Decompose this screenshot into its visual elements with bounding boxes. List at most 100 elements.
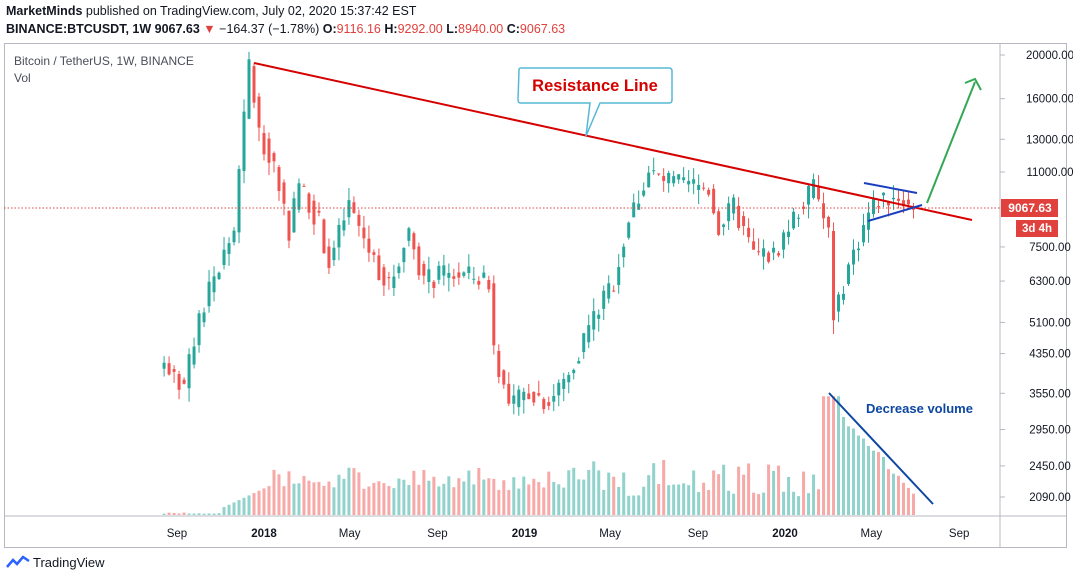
publish-info: published on TradingView.com, July 02, 2… xyxy=(85,4,417,18)
price-tick-label: 16000.00 xyxy=(1026,94,1073,106)
candlestick xyxy=(307,192,311,220)
volume-bar xyxy=(427,480,431,515)
candlestick xyxy=(717,209,721,237)
price-tick-label: 5100.00 xyxy=(1029,317,1071,329)
volume-bar xyxy=(567,470,571,515)
candlesticks xyxy=(162,51,915,416)
candlestick xyxy=(322,218,326,254)
candlestick xyxy=(417,242,421,281)
volume-bar xyxy=(397,478,401,515)
resistance-line[interactable] xyxy=(253,62,973,221)
candlestick xyxy=(597,309,601,332)
volume-bar xyxy=(582,479,586,515)
volume-bar xyxy=(787,476,791,515)
price-tick-label: 3550.00 xyxy=(1029,388,1071,400)
volume-bar xyxy=(287,471,291,515)
volume-bar xyxy=(447,476,451,515)
volume-bar xyxy=(871,450,875,515)
volume-bars xyxy=(162,396,915,515)
candlestick xyxy=(827,215,831,238)
volume-bar xyxy=(347,467,351,515)
volume-bar xyxy=(217,513,221,515)
price-tick-label: 2090.00 xyxy=(1029,492,1071,504)
countdown-badge-bg xyxy=(1016,220,1058,237)
candlestick xyxy=(392,264,396,296)
volume-bar xyxy=(362,488,366,515)
candlestick xyxy=(227,237,231,266)
candlestick xyxy=(427,256,431,294)
candlestick xyxy=(302,183,306,187)
candlestick xyxy=(207,269,211,313)
candlestick xyxy=(702,182,706,191)
candlestick xyxy=(342,208,346,237)
candlestick xyxy=(752,228,756,250)
volume-bar xyxy=(817,489,821,515)
candlestick xyxy=(797,214,801,227)
volume-bar xyxy=(876,452,880,515)
volume-bar xyxy=(822,396,826,515)
volume-bar xyxy=(577,479,581,515)
resistance-callout[interactable] xyxy=(517,67,673,137)
low-label: L: xyxy=(446,22,459,36)
price-tick-label: 7500.00 xyxy=(1029,242,1071,254)
volume-bar xyxy=(752,492,756,515)
candlestick xyxy=(437,261,441,285)
volume-bar xyxy=(422,470,426,515)
volume-bar xyxy=(282,486,286,515)
candlestick xyxy=(262,125,266,161)
volume-bar xyxy=(452,487,456,515)
volume-bar xyxy=(832,396,836,515)
volume-bar xyxy=(357,472,361,515)
candlestick xyxy=(217,271,221,280)
author-name[interactable]: MarketMinds xyxy=(6,4,83,18)
time-tick-label: 2018 xyxy=(251,528,277,540)
volume-bar xyxy=(772,470,776,515)
volume-bar xyxy=(322,485,326,515)
price-tick-label: 20000.00 xyxy=(1026,50,1073,62)
candlestick xyxy=(487,275,491,293)
candlestick xyxy=(317,202,321,217)
candlestick xyxy=(367,225,371,262)
volume-bar xyxy=(622,472,626,515)
volume-bar xyxy=(747,463,751,515)
time-tick-label: May xyxy=(599,528,621,540)
volume-bar xyxy=(572,467,576,515)
candlestick xyxy=(742,211,746,236)
tradingview-watermark[interactable]: TradingView xyxy=(6,555,105,572)
time-axis[interactable]: Sep 2018 May Sep 2019 May Sep 2020 May Sep xyxy=(167,528,970,540)
candlestick xyxy=(502,369,506,389)
volume-bar xyxy=(457,478,461,515)
candlestick xyxy=(402,247,406,273)
volume-bar xyxy=(207,513,211,515)
volume-bar xyxy=(352,468,356,515)
volume-bar xyxy=(687,485,691,515)
volume-bar xyxy=(332,487,336,515)
volume-bar xyxy=(702,482,706,515)
volume-bar xyxy=(847,426,851,515)
candlestick xyxy=(627,221,631,240)
price-axis[interactable]: 20000.00 16000.00 13000.00 11000.00 7500.00 6… xyxy=(1000,50,1073,504)
volume-bar xyxy=(242,497,246,515)
candlestick xyxy=(272,151,276,173)
volume-bar xyxy=(712,470,716,515)
volume-bar xyxy=(802,471,806,515)
candlestick xyxy=(582,332,586,359)
volume-bar xyxy=(167,512,171,515)
volume-bar xyxy=(512,477,516,515)
decrease-volume-label: Decrease volume xyxy=(866,401,973,416)
volume-bar xyxy=(901,482,905,515)
breakout-arrowhead-icon xyxy=(964,77,982,91)
volume-bar xyxy=(372,482,376,515)
candlestick xyxy=(337,218,341,261)
volume-bar xyxy=(417,484,421,515)
candlestick xyxy=(847,262,851,286)
candlestick xyxy=(807,183,811,219)
volume-bar xyxy=(232,502,236,515)
high-label: H: xyxy=(384,22,398,36)
candlestick xyxy=(592,298,596,341)
volume-bar xyxy=(297,483,301,515)
volume-bar xyxy=(317,481,321,515)
candlestick xyxy=(482,265,486,279)
volume-bar xyxy=(392,488,396,515)
